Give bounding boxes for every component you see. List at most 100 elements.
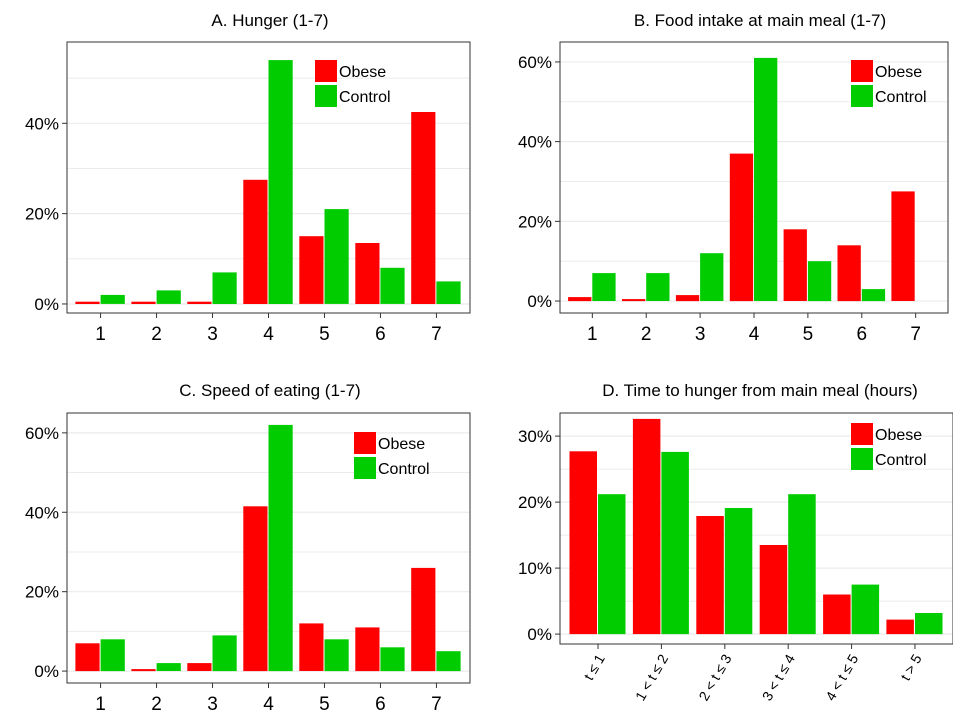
panel-border [66,412,471,684]
bar-obese [729,153,754,302]
x-tick-label: 4 [263,324,274,345]
legend-key-obese [851,60,873,82]
x-tick-label: 1 < t ≤ 2 [632,651,671,703]
legend-label-control: Control [378,461,430,478]
bar-obese [355,243,380,304]
x-tick-label: 3 [695,324,706,345]
x-tick-label: t > 5 [897,651,925,683]
x-tick-label: 3 [207,694,218,713]
x-tick-label: 7 [431,324,442,345]
x-tick-label: 6 [375,324,386,345]
bar-obese [891,191,915,301]
legend-key-obese [851,423,873,445]
chart-panel-1: A. Hunger (1-7) 1 2 3 4 5 6 7 0% 20% 40% Obese Contr… [25,11,471,345]
x-tick-label: 2 [641,324,652,345]
x-tick-label: 5 [319,324,330,345]
bar-control [212,635,237,672]
bar-control [700,253,724,301]
y-tick-label: 20% [518,493,552,512]
bar-obese [569,451,597,635]
bar-control [100,639,125,672]
bar-control [851,584,880,635]
x-tick-label: 7 [910,324,921,345]
panel-border [559,41,949,314]
bar-control [268,424,293,672]
legend-key-obese [354,432,376,454]
x-tick-label: t ≤ 1 [580,651,608,683]
bar-control [156,290,181,304]
y-tick-label: 20% [25,205,59,224]
legend-label-obese: Obese [875,427,922,444]
x-tick-label: 3 [207,324,218,345]
bar-obese [131,669,156,672]
bar-control [212,272,237,304]
bar-control [754,57,778,302]
legend-label-obese: Obese [339,64,386,81]
x-tick-label: 1 [95,694,106,713]
bar-obese [243,506,268,672]
bar-control [436,281,461,304]
x-tick-label: 6 [856,324,867,345]
bar-obese [783,229,807,301]
x-tick-label: 4 [263,694,274,713]
bar-control [324,209,349,304]
bar-obese [411,567,436,672]
bar-control [807,261,832,302]
y-tick-label: 60% [518,53,552,72]
chart-panel-2: B. Food intake at main meal (1-7) 1 2 3 4 5 6 7… [518,11,949,345]
legend-label-control: Control [339,89,391,106]
x-tick-label: 6 [375,694,386,713]
bar-obese [837,245,861,302]
x-tick-label: 1 [587,324,598,345]
chart-panel-3: C. Speed of eating (1-7) 1 2 3 4 5 6 7 0% 20% 40% 6… [25,381,471,713]
y-tick-label: 40% [518,133,552,152]
bar-control [268,60,293,304]
y-tick-label: 20% [518,212,552,231]
x-tick-label: 4 [749,324,760,345]
bar-control [324,639,349,672]
y-tick-label: 40% [25,503,59,522]
bar-obese [75,643,100,672]
bar-obese [823,594,851,635]
bar-control [380,267,405,304]
y-tick-label: 40% [25,114,59,133]
legend-key-control [354,457,376,479]
legend-key-obese [315,60,337,82]
y-tick-label: 30% [518,427,552,446]
legend-key-control [315,85,337,107]
legend-label-control: Control [875,89,927,106]
x-tick-label: 4 < t ≤ 5 [822,651,861,703]
legend-label-obese: Obese [875,64,922,81]
bar-obese [411,112,436,304]
bar-control [100,294,125,304]
bar-obese [299,623,324,671]
y-tick-label: 0% [527,625,552,644]
panel-border [559,412,953,645]
x-tick-label: 2 [151,694,162,713]
bar-obese [299,236,324,304]
bar-obese [243,179,268,304]
bar-control [915,613,943,635]
chart-title: B. Food intake at main meal (1-7) [634,11,886,30]
bar-control [788,494,816,635]
bar-obese [759,545,788,635]
y-tick-label: 0% [34,295,59,314]
legend-label-control: Control [875,452,927,469]
bar-obese [622,299,646,302]
bar-control [661,451,689,635]
chart-panel-4: D. Time to hunger from main meal (hours)… [518,381,953,703]
panel-border [66,41,471,314]
legend-key-control [851,85,873,107]
x-tick-label: 7 [431,694,442,713]
bar-control [436,651,461,672]
y-tick-label: 60% [25,424,59,443]
bar-obese [568,297,592,302]
bar-control [646,273,670,301]
chart-title: C. Speed of eating (1-7) [179,381,360,400]
x-tick-label: 5 [803,324,814,345]
bar-obese [355,627,380,672]
bar-obese [886,619,914,635]
bar-obese [75,301,100,304]
y-tick-label: 0% [34,662,59,681]
bar-control [598,494,626,635]
